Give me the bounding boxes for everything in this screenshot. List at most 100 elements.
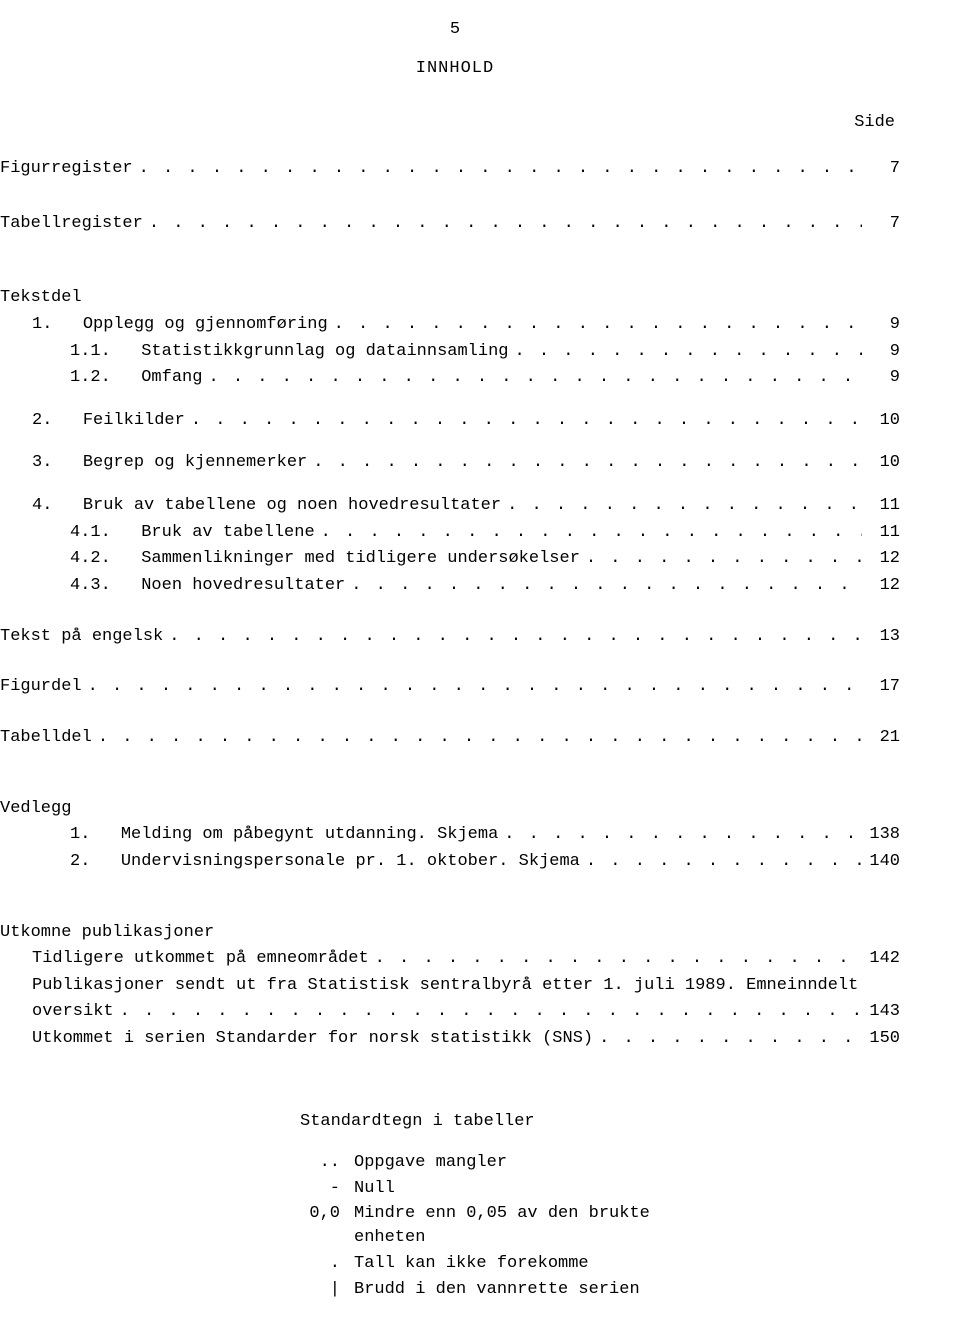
legend-title: Standardtegn i tabeller — [300, 1112, 700, 1131]
toc-row: Figurregister. . . . . . . . . . . . . .… — [0, 157, 910, 182]
toc-leader-dots: . . . . . . . . . . . . . . . . . . . . … — [92, 726, 862, 751]
toc-section-header: Utkomne publikasjoner — [0, 921, 910, 946]
toc-leader-dots: . . . . . . . . . . . . . . . . . . . . … — [163, 625, 862, 650]
toc-page-number: 143 — [862, 1000, 910, 1025]
toc-entry-number: 1. — [32, 313, 83, 338]
toc-leader-dots: . . . . . . . . . . . . . . . . . . . . … — [580, 850, 862, 875]
legend-symbol: 0,0 — [300, 1202, 354, 1226]
toc-label: Feilkilder — [83, 409, 185, 434]
legend-description: Tall kan ikke forekomme — [354, 1252, 700, 1276]
toc-entry-number: 4.2. — [70, 547, 141, 572]
toc-row: 4.3. Noen hovedresultater. . . . . . . .… — [0, 574, 910, 599]
page-number: 5 — [0, 20, 910, 39]
toc-entry-number: 4.1. — [70, 521, 141, 546]
legend-row: ..Oppgave mangler — [300, 1151, 700, 1175]
legend-row: |Brudd i den vannrette serien — [300, 1278, 700, 1302]
toc-label: Noen hovedresultater — [141, 574, 345, 599]
toc-page-number: 7 — [862, 212, 910, 237]
page-container: 5 INNHOLD Side Figurregister. . . . . . … — [0, 0, 960, 1344]
toc-label: Figurregister — [0, 157, 133, 182]
toc-leader-dots: . . . . . . . . . . . . . . . . . . . . … — [501, 494, 862, 519]
legend-symbol: | — [300, 1278, 354, 1302]
legend-symbol: - — [300, 1177, 354, 1201]
toc-entry-number: 2. — [32, 409, 83, 434]
toc-page-number: 12 — [862, 574, 910, 599]
legend-description: Mindre enn 0,05 av den brukte enheten — [354, 1202, 700, 1250]
toc-leader-dots: . . . . . . . . . . . . . . . . . . . . … — [185, 409, 862, 434]
toc-page-number: 140 — [862, 850, 910, 875]
toc-entry-number: 1.1. — [70, 340, 141, 365]
toc-label: Bruk av tabellene — [141, 521, 314, 546]
toc-leader-dots: . . . . . . . . . . . . . . . . . . . . … — [143, 212, 862, 237]
toc-label: Tidligere utkommet på emneområdet — [32, 947, 369, 972]
toc-leader-dots: . . . . . . . . . . . . . . . . . . . . … — [508, 340, 862, 365]
toc-label: Opplegg og gjennomføring — [83, 313, 328, 338]
toc-entry-number: 4. — [32, 494, 83, 519]
toc-row: Figurdel. . . . . . . . . . . . . . . . … — [0, 675, 910, 700]
legend-row: 0,0Mindre enn 0,05 av den brukte enheten — [300, 1202, 700, 1250]
toc-label: Undervisningspersonale pr. 1. oktober. S… — [121, 850, 580, 875]
toc-row: 4.2. Sammenlikninger med tidligere under… — [0, 547, 910, 572]
toc-label: Begrep og kjennemerker — [83, 451, 307, 476]
toc-label: Tekst på engelsk — [0, 625, 163, 650]
toc-section-header: Tekstdel — [0, 286, 910, 311]
toc-row: 1.2. Omfang. . . . . . . . . . . . . . .… — [0, 366, 910, 391]
toc-page-number: 12 — [862, 547, 910, 572]
toc-label: Publikasjoner sendt ut fra Statistisk se… — [32, 974, 858, 999]
toc-page-number: 150 — [862, 1027, 910, 1052]
legend-symbol: . — [300, 1252, 354, 1276]
toc-leader-dots: . . . . . . . . . . . . . . . . . . . . … — [345, 574, 862, 599]
toc-page-number: 142 — [862, 947, 910, 972]
toc-page-number: 10 — [862, 409, 910, 434]
toc-page-number: 10 — [862, 451, 910, 476]
toc-label: Utkommet i serien Standarder for norsk s… — [32, 1027, 593, 1052]
toc-leader-dots: . . . . . . . . . . . . . . . . . . . . … — [133, 157, 862, 182]
toc-leader-dots: . . . . . . . . . . . . . . . . . . . . … — [580, 547, 862, 572]
toc-entry-number: 1.2. — [70, 366, 141, 391]
legend-description: Brudd i den vannrette serien — [354, 1278, 700, 1302]
toc-page-number: 13 — [862, 625, 910, 650]
toc-leader-dots: . . . . . . . . . . . . . . . . . . . . … — [593, 1027, 862, 1052]
toc-row: Tabellregister. . . . . . . . . . . . . … — [0, 212, 910, 237]
toc-label: oversikt — [32, 1000, 114, 1025]
toc-label: Tabellregister — [0, 212, 143, 237]
toc-leader-dots: . . . . . . . . . . . . . . . . . . . . … — [315, 521, 862, 546]
toc-page-number: 9 — [862, 340, 910, 365]
legend-block: Standardtegn i tabeller ..Oppgave mangle… — [300, 1112, 700, 1302]
toc-page-number: 21 — [862, 726, 910, 751]
legend-description: Null — [354, 1177, 700, 1201]
toc-row: Tabelldel. . . . . . . . . . . . . . . .… — [0, 726, 910, 751]
toc-leader-dots: . . . . . . . . . . . . . . . . . . . . … — [328, 313, 862, 338]
toc-label: Melding om påbegynt utdanning. Skjema — [121, 823, 498, 848]
toc-row: 4. Bruk av tabellene og noen hovedresult… — [0, 494, 910, 519]
toc-row: 4.1. Bruk av tabellene. . . . . . . . . … — [0, 521, 910, 546]
toc-leader-dots: . . . . . . . . . . . . . . . . . . . . … — [114, 1000, 862, 1025]
legend-description: Oppgave mangler — [354, 1151, 700, 1175]
column-header-side: Side — [0, 113, 910, 132]
toc-page-number: 7 — [862, 157, 910, 182]
toc-page-number: 9 — [862, 366, 910, 391]
toc-row: 2. Undervisningspersonale pr. 1. oktober… — [0, 850, 910, 875]
toc-row: oversikt. . . . . . . . . . . . . . . . … — [0, 1000, 910, 1025]
toc-label: Figurdel — [0, 675, 82, 700]
toc-row: Tidligere utkommet på emneområdet. . . .… — [0, 947, 910, 972]
toc-row: Tekst på engelsk. . . . . . . . . . . . … — [0, 625, 910, 650]
toc-entry-number: 2. — [70, 850, 121, 875]
toc-section-header: Vedlegg — [0, 797, 910, 822]
toc-row: 1. Melding om påbegynt utdanning. Skjema… — [0, 823, 910, 848]
legend-list: ..Oppgave mangler-Null0,0Mindre enn 0,05… — [300, 1151, 700, 1302]
toc-row: 1.1. Statistikkgrunnlag og datainnsamlin… — [0, 340, 910, 365]
toc-row: 3. Begrep og kjennemerker. . . . . . . .… — [0, 451, 910, 476]
table-of-contents: Figurregister. . . . . . . . . . . . . .… — [0, 157, 910, 1052]
toc-page-number: 9 — [862, 313, 910, 338]
page-title: INNHOLD — [0, 59, 910, 78]
toc-label: Omfang — [141, 366, 202, 391]
toc-label: Bruk av tabellene og noen hovedresultate… — [83, 494, 501, 519]
toc-entry-number: 3. — [32, 451, 83, 476]
toc-leader-dots: . . . . . . . . . . . . . . . . . . . . … — [369, 947, 862, 972]
toc-row: 2. Feilkilder. . . . . . . . . . . . . .… — [0, 409, 910, 434]
toc-row: Publikasjoner sendt ut fra Statistisk se… — [0, 974, 910, 999]
toc-label: Tabelldel — [0, 726, 92, 751]
legend-row: -Null — [300, 1177, 700, 1201]
toc-page-number: 138 — [862, 823, 910, 848]
